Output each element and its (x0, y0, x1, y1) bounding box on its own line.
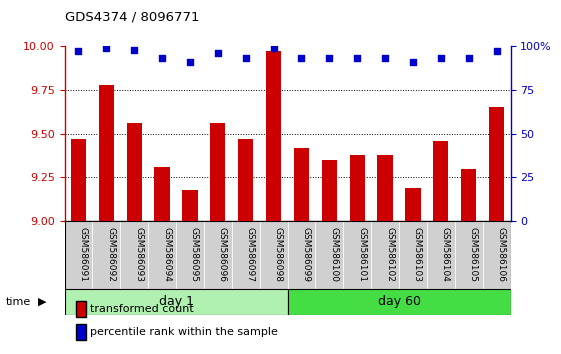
Text: GSM586106: GSM586106 (496, 227, 505, 282)
Bar (315, 221, 343, 289)
Text: GSM586100: GSM586100 (329, 227, 338, 282)
Bar (378, 155, 393, 221)
Bar (427, 221, 455, 289)
Bar (182, 190, 197, 221)
Bar (482, 221, 511, 289)
Bar (433, 141, 448, 221)
Bar (148, 221, 176, 289)
Text: GSM586091: GSM586091 (79, 227, 88, 282)
Text: GSM586093: GSM586093 (134, 227, 143, 282)
Text: GSM586098: GSM586098 (274, 227, 283, 282)
Text: GSM586096: GSM586096 (218, 227, 227, 282)
Bar (461, 169, 476, 221)
Point (325, 56, 334, 61)
Point (74, 48, 83, 54)
Text: GSM586105: GSM586105 (468, 227, 478, 282)
Bar (65, 221, 93, 289)
Point (186, 59, 195, 65)
Text: GSM586097: GSM586097 (246, 227, 255, 282)
Text: GSM586095: GSM586095 (190, 227, 199, 282)
Bar (65, 289, 287, 315)
Bar (350, 155, 365, 221)
Bar (287, 289, 511, 315)
Bar (371, 221, 399, 289)
Bar (238, 139, 254, 221)
Point (436, 56, 445, 61)
Text: day 1: day 1 (159, 295, 194, 308)
Bar (266, 51, 281, 221)
Bar (99, 85, 114, 221)
Text: GSM586102: GSM586102 (385, 227, 394, 281)
Bar (127, 123, 142, 221)
Point (464, 56, 473, 61)
Text: GSM586092: GSM586092 (107, 227, 116, 281)
Bar (405, 188, 421, 221)
Text: transformed count: transformed count (90, 304, 194, 314)
Bar (399, 221, 427, 289)
Point (269, 45, 278, 51)
Bar (232, 221, 260, 289)
Point (241, 56, 250, 61)
Text: day 60: day 60 (378, 295, 421, 308)
Bar (343, 221, 371, 289)
Bar (455, 221, 482, 289)
Text: GSM586103: GSM586103 (413, 227, 422, 282)
Text: GSM586104: GSM586104 (441, 227, 450, 281)
Text: GSM586094: GSM586094 (162, 227, 171, 281)
Bar (287, 221, 315, 289)
Bar (71, 139, 86, 221)
Text: percentile rank within the sample: percentile rank within the sample (90, 327, 278, 337)
Text: time: time (6, 297, 31, 307)
Bar (120, 221, 148, 289)
Bar (154, 167, 170, 221)
Text: GSM586099: GSM586099 (301, 227, 310, 282)
Point (297, 56, 306, 61)
Bar (321, 160, 337, 221)
Text: ▶: ▶ (38, 297, 47, 307)
Point (492, 48, 501, 54)
Text: GDS4374 / 8096771: GDS4374 / 8096771 (65, 11, 199, 24)
Bar (204, 221, 232, 289)
Bar (260, 221, 287, 289)
Bar (294, 148, 309, 221)
Point (102, 45, 111, 51)
Bar (210, 123, 226, 221)
Point (408, 59, 417, 65)
Bar (489, 107, 504, 221)
Point (213, 50, 222, 56)
Text: GSM586101: GSM586101 (357, 227, 366, 282)
Bar (93, 221, 120, 289)
Point (158, 56, 167, 61)
Point (130, 47, 139, 52)
Bar (176, 221, 204, 289)
Point (353, 56, 362, 61)
Point (380, 56, 389, 61)
